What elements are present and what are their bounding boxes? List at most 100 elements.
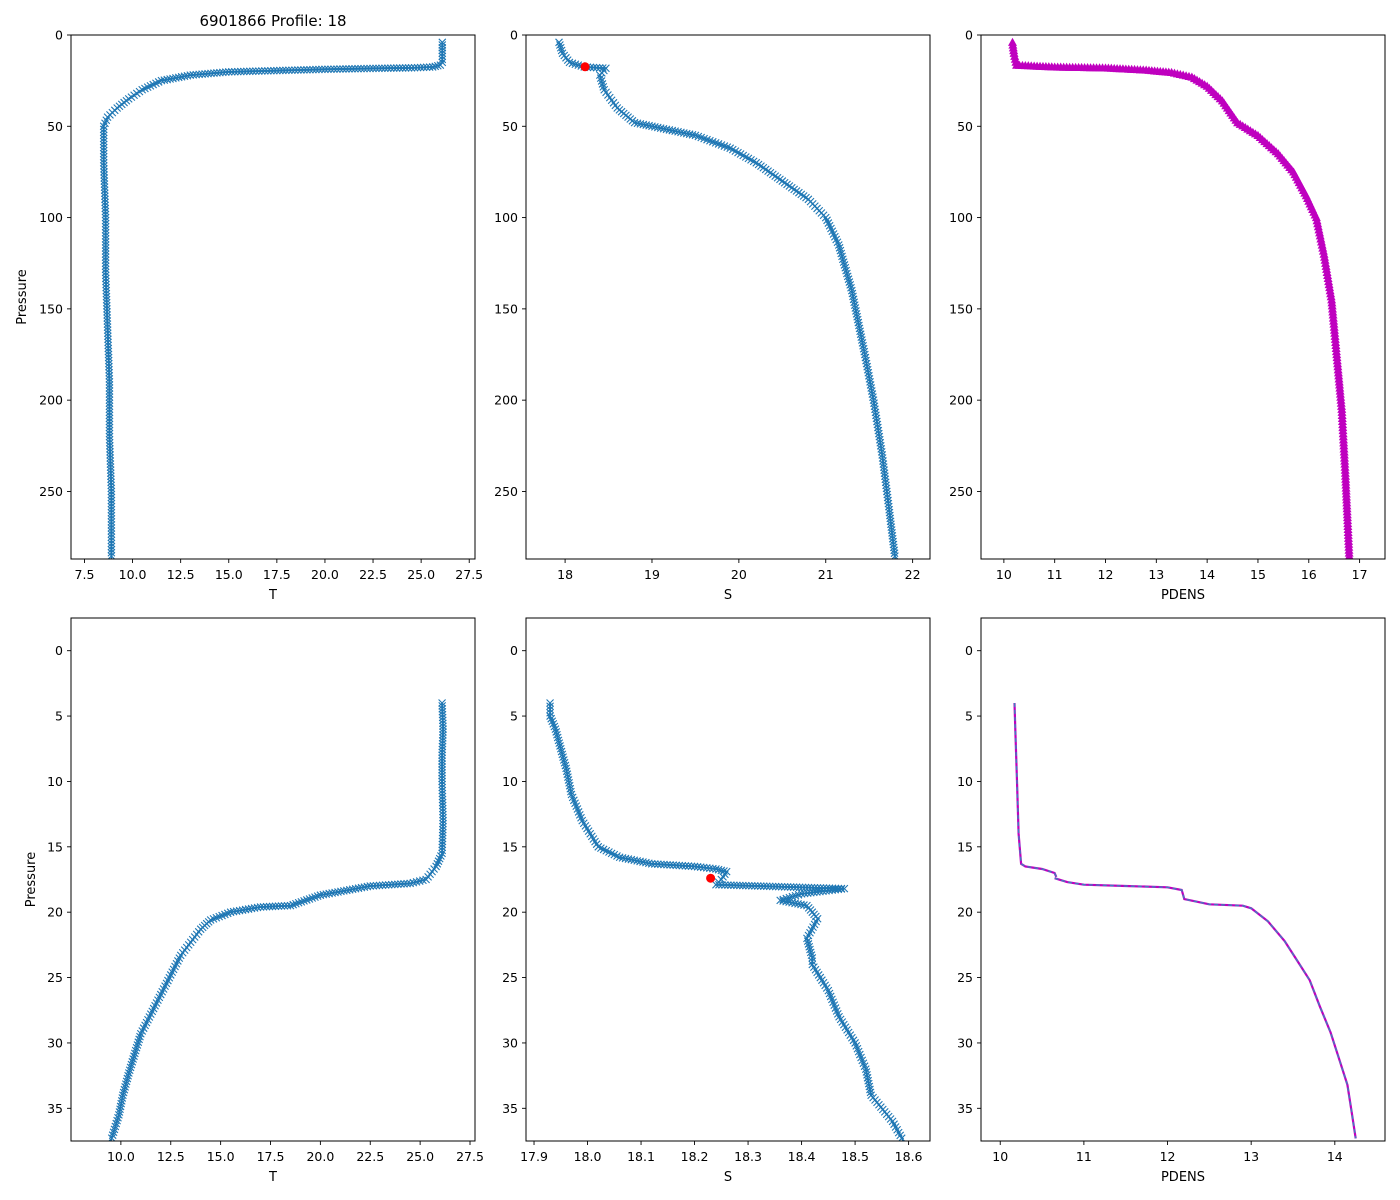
y-tick-label: 35 [957, 1101, 973, 1116]
x-axis-label: PDENS [1161, 588, 1205, 603]
y-tick-label: 25 [957, 970, 973, 985]
data-point [872, 411, 880, 420]
data-point [107, 536, 116, 545]
data-point [777, 882, 786, 891]
data-point [554, 736, 563, 745]
data-point [281, 66, 290, 75]
series-line-dashed [1054, 877, 1357, 1139]
data-point [633, 119, 642, 128]
data-point [106, 466, 115, 475]
data-point [874, 426, 883, 435]
data-point [438, 792, 447, 801]
data-point [105, 417, 114, 426]
data-point [100, 180, 109, 188]
chart-top-right: 10 11 12 13 14 15 16 17 0 50 100 150 200 250 PDENS [949, 28, 1386, 603]
x-tick-label: 11 [1076, 1149, 1092, 1164]
data-point [738, 881, 747, 890]
series-line [1011, 42, 1351, 559]
data-point [269, 66, 278, 75]
data-point [107, 514, 116, 523]
data-point [547, 714, 556, 723]
data-point [105, 414, 114, 423]
data-point [319, 890, 328, 899]
data-point [438, 52, 447, 61]
data-point [107, 490, 116, 499]
data-point [105, 420, 114, 429]
data-point [232, 907, 241, 916]
data-point [121, 1080, 130, 1089]
x-tick-label: 14 [1199, 567, 1215, 582]
data-point [106, 460, 115, 468]
data-point [768, 882, 777, 891]
data-point [439, 722, 447, 731]
data-point [105, 384, 114, 392]
data-point [99, 158, 108, 167]
data-point [843, 269, 851, 278]
series-line [1054, 877, 1357, 1139]
data-point [287, 66, 296, 75]
data-point [102, 292, 111, 301]
y-tick-label: 50 [957, 119, 973, 134]
data-point [101, 247, 110, 255]
data-point [834, 241, 843, 249]
data-point [732, 881, 741, 890]
y-tick-label: 100 [494, 210, 518, 225]
data-point [134, 1038, 143, 1047]
data-point [438, 38, 447, 47]
data-point [363, 64, 371, 73]
data-point [558, 750, 567, 759]
data-point [99, 152, 108, 161]
y-tick-label: 25 [502, 970, 518, 985]
chart-bottom-middle: 17.9 18.0 18.1 18.2 18.3 18.4 18.5 18.6 0 5 10 15 20… [502, 617, 931, 1185]
data-point [101, 201, 110, 210]
data-point [133, 1041, 142, 1049]
chart-top-left: 7.5 10.0 12.5 15.0 17.5 20.0 22.5 25.0 27.5 0 50 10… [15, 28, 483, 604]
data-point [867, 387, 876, 395]
data-point [103, 323, 112, 332]
data-point [438, 739, 447, 748]
data-point [750, 882, 759, 890]
data-point [104, 359, 113, 368]
data-point [128, 1057, 137, 1066]
data-point [102, 301, 111, 310]
data-point [101, 241, 110, 249]
series-line [110, 702, 444, 1141]
data-point [274, 902, 283, 911]
data-point [280, 902, 289, 910]
data-point [263, 66, 272, 75]
data-point [106, 457, 115, 465]
x-tick-label: 17.9 [520, 1149, 548, 1164]
data-point [100, 192, 109, 201]
data-point [771, 882, 780, 891]
data-point [724, 881, 732, 889]
data-point [438, 768, 446, 777]
data-point [105, 393, 114, 402]
y-tick-label: 150 [494, 301, 518, 316]
data-point [107, 478, 115, 487]
x-axis-label: S [724, 1170, 732, 1185]
x-tick-label: 25.0 [407, 567, 435, 582]
data-point [735, 881, 744, 890]
data-point [546, 699, 554, 707]
data-point [557, 46, 566, 55]
data-point [596, 74, 605, 82]
data-point [105, 399, 114, 408]
data-point [297, 897, 306, 906]
x-tick-label: 14 [1327, 1149, 1343, 1164]
data-point [104, 350, 113, 359]
x-tick-label: 18.1 [627, 1149, 655, 1164]
data-point [869, 393, 877, 402]
data-point [392, 64, 401, 72]
data-point [595, 71, 604, 80]
data-point [653, 123, 662, 132]
data-point [101, 210, 110, 219]
data-point [671, 127, 680, 136]
data-point [283, 901, 292, 910]
data-point [393, 880, 402, 889]
data-point [865, 1082, 874, 1091]
data-point [354, 64, 362, 73]
data-point [103, 304, 111, 313]
x-tick-label: 16 [1301, 567, 1317, 582]
highlight-point [706, 873, 716, 883]
